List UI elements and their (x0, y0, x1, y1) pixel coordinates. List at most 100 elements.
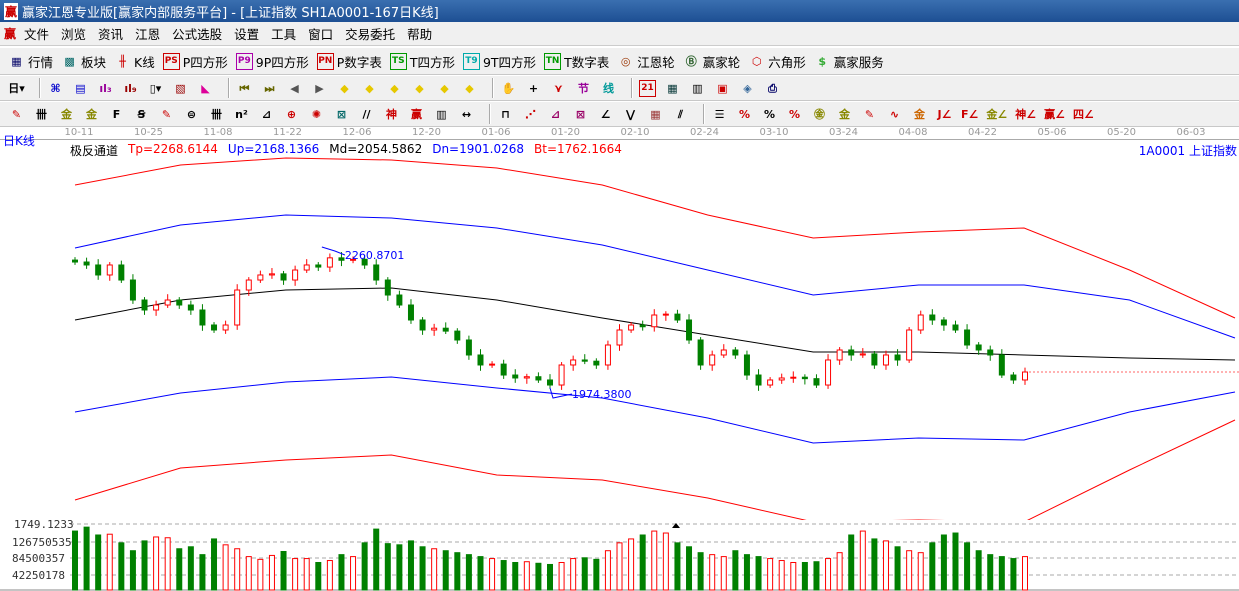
j-angle-button[interactable]: J∠ (936, 106, 956, 123)
percent-button[interactable]: % (761, 106, 781, 123)
sector-button[interactable]: ▩ 板块 (61, 52, 106, 71)
wave-button[interactable]: ⋎ (550, 80, 570, 97)
menu-item[interactable]: 帮助 (407, 27, 433, 42)
flag-button[interactable]: ◣ (197, 80, 217, 97)
circle-grid-button[interactable]: ⊜ (183, 106, 203, 123)
spiral-button[interactable]: Ꞩ (133, 106, 153, 123)
kline9-button[interactable]: ıl₉ (122, 80, 142, 97)
god-button[interactable]: 神 (383, 106, 403, 123)
square-target-button[interactable]: ⊠ (333, 106, 353, 123)
date-tick: 04-08 (898, 127, 928, 138)
god-angle-button[interactable]: 神∠ (1015, 106, 1039, 123)
first-button[interactable]: ⏮ (236, 80, 256, 97)
calculator-button[interactable]: ▦ (664, 80, 684, 97)
next-button[interactable]: ▶ (311, 80, 331, 97)
pattern-button[interactable]: ▧ (172, 80, 192, 97)
fan-box2-button[interactable]: ⊠ (572, 106, 592, 123)
four-angle-button[interactable]: 四∠ (1073, 106, 1097, 123)
last-button[interactable]: ⏭ (261, 80, 281, 97)
calendar-button[interactable]: 21 (639, 79, 659, 97)
menu-item[interactable]: 资讯 (98, 27, 124, 42)
notebook-button[interactable]: ▥ (689, 80, 709, 97)
period-label[interactable]: 日K线 (3, 134, 35, 148)
fan-box-button[interactable]: ⊿ (547, 106, 567, 123)
zoom-in-v-button[interactable]: ◆ (436, 80, 456, 97)
target-button[interactable]: ⊕ (283, 106, 303, 123)
p9-button[interactable]: P9 9P四方形 (235, 52, 309, 71)
gold-lines-button[interactable]: 金 (836, 106, 856, 123)
kline-button[interactable]: ╫ K线 (114, 52, 155, 71)
percent-fan-button[interactable]: % (736, 106, 756, 123)
gann-angle-button[interactable]: ∠ (597, 106, 617, 123)
volume-bar (535, 562, 542, 591)
pencil-lines-button[interactable]: ✎ (861, 106, 881, 123)
radar-button[interactable]: ✺ (308, 106, 328, 123)
sine-button[interactable]: ∿ (886, 106, 906, 123)
grid-lines-button[interactable]: 卌 (33, 106, 53, 123)
menu-item[interactable]: 工具 (271, 27, 297, 42)
notes-button[interactable]: ▤ (72, 80, 92, 97)
zoom-out-h-button[interactable]: ◆ (411, 80, 431, 97)
hexagon-button[interactable]: ⬡ 六角形 (748, 52, 806, 71)
measure-button[interactable]: ↔ (458, 106, 478, 123)
price-lines-button[interactable]: ☰ (711, 106, 731, 123)
hand-button[interactable]: ✋ (500, 80, 520, 97)
menu-item[interactable]: 公式选股 (172, 27, 223, 42)
f-angle-button[interactable]: F∠ (961, 106, 981, 123)
quotes-button[interactable]: ▦ 行情 (8, 52, 53, 71)
zoom-in-h-button[interactable]: ◆ (386, 80, 406, 97)
fib-button[interactable]: F (108, 106, 128, 123)
prev-button[interactable]: ◀ (286, 80, 306, 97)
winner-wheel-button[interactable]: Ⓑ 赢家轮 (683, 52, 741, 71)
gann-wheel-button[interactable]: ◎ 江恩轮 (617, 52, 675, 71)
kline-chart[interactable]: 2260.8701 1974.3800 1749.1233 126750535 8450… (0, 140, 1239, 591)
save-button[interactable]: ▣ (714, 80, 734, 97)
channel-button[interactable]: ⫽ (672, 106, 692, 123)
dollar-button[interactable]: $ 赢家服务 (814, 52, 883, 71)
n2-button[interactable]: n² (233, 106, 253, 123)
pen-button[interactable]: ✎ (8, 106, 28, 123)
menu-item[interactable]: 浏览 (61, 27, 87, 42)
menu-item[interactable]: 江恩 (135, 27, 161, 42)
marker-button[interactable]: ✎ (158, 106, 178, 123)
period-day-button[interactable]: 日▾ (8, 80, 28, 97)
print-button[interactable]: ⎙ (764, 80, 784, 97)
menu-item[interactable]: 交易委托 (345, 27, 396, 42)
percent-lines-button[interactable]: % (786, 106, 806, 123)
pn-button[interactable]: PN P数字表 (316, 52, 382, 71)
menu-item[interactable]: 设置 (234, 27, 260, 42)
menu-item[interactable]: 窗口 (308, 27, 334, 42)
angle-button[interactable]: ⊿ (258, 106, 278, 123)
f-angle-icon: F∠ (961, 107, 979, 121)
winner-angle-button[interactable]: 赢∠ (1044, 106, 1068, 123)
ps-button[interactable]: PS P四方形 (162, 52, 228, 71)
winner-button[interactable]: 赢 (408, 106, 428, 123)
ts-button[interactable]: TS T四方形 (389, 52, 455, 71)
fan-button[interactable]: ⋰ (522, 106, 542, 123)
box-button[interactable]: ⊓ (497, 106, 517, 123)
zoom-out-v-button[interactable]: ◆ (461, 80, 481, 97)
kline3-button[interactable]: ıl₃ (97, 80, 117, 97)
move-right-button[interactable]: ◆ (361, 80, 381, 97)
parallel-button[interactable]: // (358, 106, 378, 123)
zigzag-button[interactable]: ⋁ (622, 106, 642, 123)
section-button[interactable]: 节 (575, 80, 595, 97)
band-up-line (74, 214, 1236, 339)
menu-item[interactable]: 文件 (24, 27, 50, 42)
web-button[interactable]: ◈ (739, 80, 759, 97)
t9-button[interactable]: T9 9T四方形 (462, 52, 536, 71)
gold-circle-button[interactable]: ㊎ (811, 106, 831, 123)
move-left-button[interactable]: ◆ (336, 80, 356, 97)
gold-button[interactable]: 金 (58, 106, 78, 123)
tn-button[interactable]: TN T数字表 (544, 52, 609, 71)
network-button[interactable]: ⌘ (47, 80, 67, 97)
gann-grid-button[interactable]: ▦ (647, 106, 667, 123)
lines-button[interactable]: 卌 (208, 106, 228, 123)
ruler-button[interactable]: ▥ (433, 106, 453, 123)
gold2-button[interactable]: 金 (83, 106, 103, 123)
line-button[interactable]: 线 (600, 80, 620, 97)
gold-band-button[interactable]: 金 (911, 106, 931, 123)
candle-type-button[interactable]: ▯▾ (147, 80, 167, 97)
gold-angle-button[interactable]: 金∠ (986, 106, 1010, 123)
crosshair-button[interactable]: + (525, 80, 545, 97)
